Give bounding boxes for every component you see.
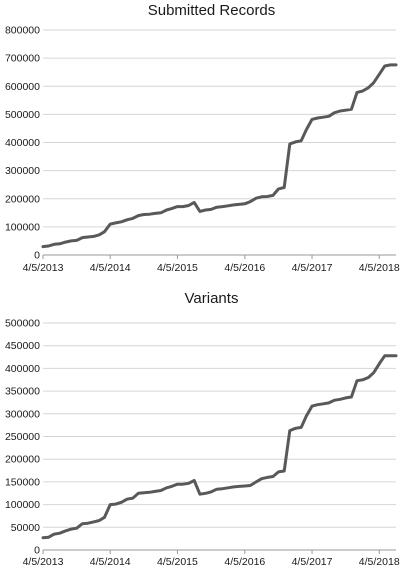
submitted-records-title: Submitted Records [148,2,276,19]
x-tick-label: 4/5/2016 [224,556,265,568]
x-tick-label: 4/5/2017 [292,262,333,274]
x-tick-label: 4/5/2016 [224,262,265,274]
x-tick-label: 4/5/2018 [359,556,400,568]
x-tick-label: 4/5/2015 [157,262,198,274]
x-tick-label: 4/5/2014 [90,262,131,274]
y-tick-label: 300000 [5,165,40,177]
y-tick-label: 450000 [5,340,40,352]
submitted-records-chart: Submitted Records 0 100000 200000 300000 4000… [5,2,400,274]
x-tick-label: 4/5/2017 [292,556,333,568]
y-tick-label: 500000 [5,109,40,121]
y-tick-label: 350000 [5,386,40,398]
x-tick-label: 4/5/2013 [23,262,64,274]
variants-title: Variants [185,290,239,307]
y-tick-label: 500000 [5,318,40,330]
y-tick-label: 150000 [5,476,40,488]
y-tick-label: 0 [34,250,40,262]
y-tick-label: 400000 [5,363,40,375]
submitted-records-series-line [41,63,398,249]
y-tick-label: 100000 [5,221,40,233]
variants-series-line [41,354,398,540]
y-tick-label: 700000 [5,53,40,65]
y-tick-label: 250000 [5,431,40,443]
y-tick-label: 200000 [5,454,40,466]
y-tick-label: 200000 [5,193,40,205]
y-tick-label: 50000 [11,522,40,534]
y-tick-label: 600000 [5,81,40,93]
y-tick-label: 100000 [5,499,40,511]
x-tick-label: 4/5/2018 [359,262,400,274]
y-tick-label: 800000 [5,25,40,37]
x-tick-label: 4/5/2014 [90,556,131,568]
variants-chart: Variants 0 50000 100000 150000 200000 250000 30… [5,290,400,568]
y-tick-label: 400000 [5,137,40,149]
y-tick-label: 0 [34,545,40,557]
x-tick-label: 4/5/2013 [23,556,64,568]
y-tick-label: 300000 [5,408,40,420]
x-tick-label: 4/5/2015 [157,556,198,568]
